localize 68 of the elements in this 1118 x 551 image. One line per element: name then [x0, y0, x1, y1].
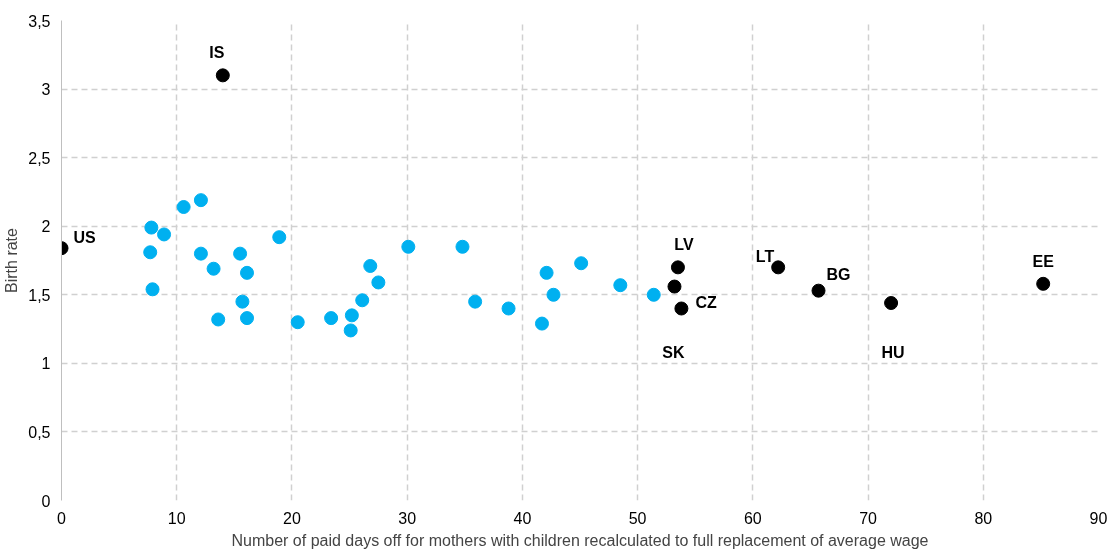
point	[355, 293, 370, 308]
point	[343, 323, 358, 338]
point	[884, 296, 899, 310]
point	[144, 220, 159, 235]
point	[613, 278, 628, 293]
x-tick-label: 90	[1089, 509, 1108, 527]
x-tick-label: 60	[743, 509, 762, 527]
point	[401, 239, 416, 254]
point	[145, 282, 160, 297]
point	[193, 193, 208, 208]
point	[546, 287, 561, 302]
point	[240, 311, 255, 326]
point	[206, 261, 221, 276]
point	[771, 260, 786, 275]
x-tick-label: 40	[513, 509, 532, 527]
x-tick-label: 20	[283, 509, 301, 527]
y-tick-label: 2	[41, 218, 51, 236]
point	[324, 311, 339, 326]
y-tick-label: 0	[41, 492, 51, 510]
point	[534, 316, 549, 331]
x-tick-label: 80	[974, 509, 993, 527]
y-tick-label: 2,5	[28, 149, 51, 167]
annotation: BG	[826, 265, 851, 283]
annotation: HU	[881, 344, 905, 362]
point	[233, 246, 248, 261]
point	[176, 200, 191, 214]
x-tick-label: 30	[398, 509, 417, 527]
point	[371, 275, 386, 290]
point	[272, 230, 287, 245]
point	[667, 279, 682, 294]
point	[240, 265, 255, 280]
point	[539, 265, 554, 280]
point	[363, 259, 378, 273]
point	[344, 308, 359, 323]
point	[811, 283, 826, 298]
point	[468, 294, 483, 309]
x-tick-label: 70	[859, 509, 878, 527]
point	[1036, 276, 1051, 291]
annotation: LV	[674, 236, 694, 254]
y-axis-title: Birth rate	[3, 227, 21, 293]
point	[290, 315, 305, 330]
annotation: SK	[662, 343, 685, 361]
point	[211, 312, 226, 327]
point	[143, 245, 158, 260]
annotation: CZ	[695, 293, 717, 311]
point	[501, 301, 516, 316]
point	[674, 301, 689, 316]
y-tick-label: 3,5	[28, 12, 51, 30]
point	[157, 227, 172, 242]
y-tick-label: 1	[41, 355, 51, 373]
point	[646, 287, 661, 302]
annotation: LT	[755, 248, 775, 266]
point	[235, 294, 250, 309]
x-axis-title: Number of paid days off for mothers with children recalculated to full replacement of average wage	[231, 531, 929, 549]
annotation: IS	[209, 44, 225, 62]
point	[574, 256, 589, 271]
x-tick-label: 0	[57, 509, 67, 527]
x-tick-label: 10	[167, 509, 186, 527]
y-tick-label: 1,5	[28, 286, 51, 304]
annotation: US	[73, 229, 97, 247]
annotation: EE	[1032, 252, 1055, 270]
y-tick-label: 3	[41, 81, 51, 99]
point	[670, 260, 685, 275]
point	[215, 68, 230, 83]
point	[455, 239, 470, 254]
y-tick-label: 0,5	[28, 423, 51, 441]
point	[193, 246, 208, 261]
x-tick-label: 50	[628, 509, 647, 527]
